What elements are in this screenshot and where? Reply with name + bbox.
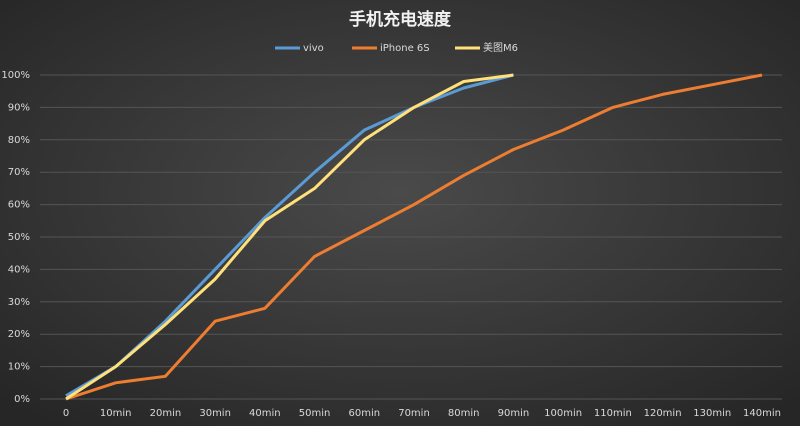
y-tick-label: 50% [8, 232, 30, 243]
y-tick-label: 70% [8, 167, 30, 178]
x-tick-label: 120min [644, 408, 682, 419]
x-tick-label: 20min [150, 408, 182, 419]
x-tick-label: 10min [100, 408, 132, 419]
y-tick-label: 30% [8, 297, 30, 308]
y-tick-label: 40% [8, 264, 30, 275]
x-tick-label: 30min [199, 408, 231, 419]
y-tick-label: 20% [8, 329, 30, 340]
x-tick-label: 70min [398, 408, 430, 419]
x-tick-label: 40min [249, 408, 281, 419]
x-tick-label: 0 [63, 408, 69, 419]
x-tick-label: 100min [544, 408, 582, 419]
y-tick-label: 0% [14, 394, 30, 405]
legend-label: iPhone 6S [380, 43, 430, 54]
y-tick-label: 100% [1, 70, 30, 81]
x-tick-label: 50min [299, 408, 331, 419]
x-tick-label: 130min [693, 408, 731, 419]
x-tick-label: 110min [594, 408, 632, 419]
x-tick-label: 140min [743, 408, 781, 419]
x-tick-label: 60min [348, 408, 380, 419]
y-tick-label: 80% [8, 135, 30, 146]
legend-label: 美图M6 [483, 41, 518, 54]
series-line [65, 73, 514, 401]
series-line [65, 73, 763, 401]
chart-title: 手机充电速度 [349, 9, 452, 30]
y-tick-label: 60% [8, 200, 30, 211]
x-tick-label: 90min [498, 408, 530, 419]
x-tick-label: 80min [448, 408, 480, 419]
y-tick-label: 90% [8, 102, 30, 113]
y-tick-label: 10% [8, 362, 30, 373]
legend-label: vivo [303, 43, 324, 54]
